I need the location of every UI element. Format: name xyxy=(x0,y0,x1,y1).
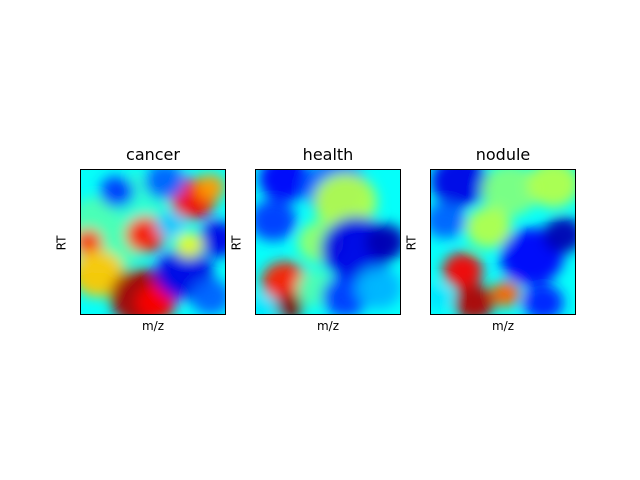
heatmap-blob-8 xyxy=(274,293,304,314)
heatmap-plot xyxy=(80,169,226,315)
chart-title: cancer xyxy=(126,145,180,164)
heatmap-blob-10 xyxy=(144,170,185,200)
x-axis-label: m/z xyxy=(141,319,165,333)
heatmap-blob-3 xyxy=(313,173,377,231)
heatmap-blobs xyxy=(431,170,575,314)
heatmap-blob-14 xyxy=(174,231,204,258)
heatmap-blob-11 xyxy=(197,220,225,258)
heatmap-blob-11 xyxy=(355,267,400,309)
chart-title: nodule xyxy=(475,145,531,164)
heatmap-blob-1 xyxy=(481,170,539,217)
heatmap-plot xyxy=(430,169,576,315)
heatmap-blob-2 xyxy=(527,170,575,208)
heatmap-blob-9 xyxy=(491,280,521,307)
heatmap-blob-13 xyxy=(190,278,225,314)
heatmap-blob-12 xyxy=(256,293,278,314)
heatmap-blob-5 xyxy=(81,229,103,255)
heatmap-blob-4 xyxy=(465,206,512,249)
heatmap-blob-0 xyxy=(431,170,489,208)
heatmap-blob-3 xyxy=(431,202,466,239)
heatmap-blob-0 xyxy=(258,170,311,202)
y-axis-label: RT xyxy=(54,235,69,251)
x-axis-label: m/z xyxy=(491,319,515,333)
heatmap-blob-11 xyxy=(431,283,453,310)
heatmap-blobs xyxy=(81,170,225,314)
heatmap-nodule xyxy=(431,170,575,314)
heatmap-blob-10 xyxy=(523,284,564,314)
heatmap-blob-9 xyxy=(99,176,135,208)
y-axis-label: RT xyxy=(229,235,244,251)
x-axis-label: m/z xyxy=(316,319,340,333)
heatmap-blob-4 xyxy=(125,216,166,253)
chart-title: health xyxy=(302,145,354,164)
y-axis-label: RT xyxy=(404,235,419,251)
heatmap-health xyxy=(256,170,400,314)
heatmap-blob-7 xyxy=(261,261,308,304)
heatmap-blob-3 xyxy=(196,174,225,201)
heatmap-blob-8 xyxy=(454,284,495,314)
heatmap-blob-6 xyxy=(543,216,575,253)
heatmap-blob-15 xyxy=(155,211,185,238)
heatmap-blob-2 xyxy=(256,199,297,242)
heatmap-blob-7 xyxy=(442,252,483,289)
heatmap-cancer xyxy=(81,170,225,314)
heatmap-blobs xyxy=(256,170,400,314)
heatmap-blob-6 xyxy=(365,223,400,261)
heatmap-plot xyxy=(255,169,401,315)
